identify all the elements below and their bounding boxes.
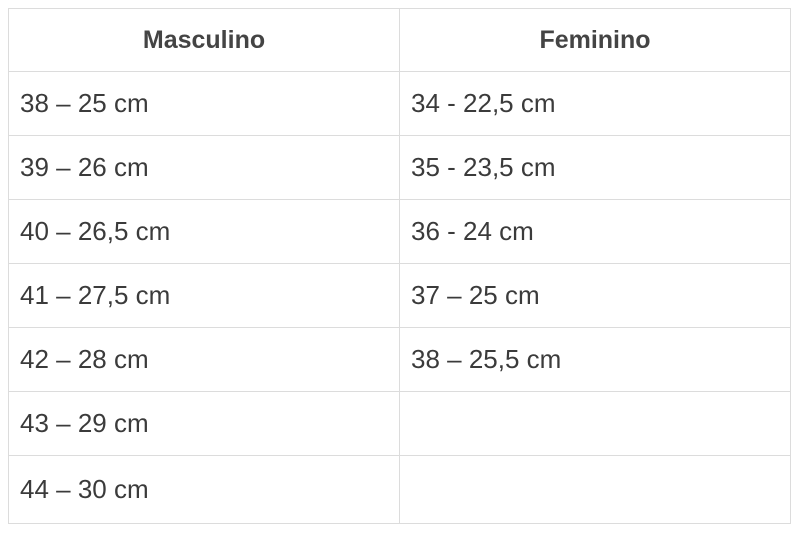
table-row: 42 – 28 cm 38 – 25,5 cm	[8, 327, 791, 392]
cell-feminino: 38 – 25,5 cm	[399, 327, 791, 392]
header-row: Masculino Feminino	[8, 8, 791, 72]
cell-feminino: 36 - 24 cm	[399, 199, 791, 264]
cell-masculino: 38 – 25 cm	[8, 71, 400, 136]
table-body: 38 – 25 cm 34 - 22,5 cm 39 – 26 cm 35 - 23,…	[8, 71, 791, 524]
cell-feminino	[399, 391, 791, 456]
cell-masculino: 39 – 26 cm	[8, 135, 400, 200]
cell-masculino: 41 – 27,5 cm	[8, 263, 400, 328]
table-row: 41 – 27,5 cm 37 – 25 cm	[8, 263, 791, 328]
table-row: 38 – 25 cm 34 - 22,5 cm	[8, 71, 791, 136]
header-feminino: Feminino	[399, 8, 791, 72]
table-row: 39 – 26 cm 35 - 23,5 cm	[8, 135, 791, 200]
header-masculino: Masculino	[8, 8, 400, 72]
cell-feminino: 37 – 25 cm	[399, 263, 791, 328]
cell-masculino: 43 – 29 cm	[8, 391, 400, 456]
cell-feminino: 35 - 23,5 cm	[399, 135, 791, 200]
cell-masculino: 44 – 30 cm	[8, 455, 400, 524]
table-row: 43 – 29 cm	[8, 391, 791, 456]
table-row: 44 – 30 cm	[8, 455, 791, 524]
cell-masculino: 40 – 26,5 cm	[8, 199, 400, 264]
cell-masculino: 42 – 28 cm	[8, 327, 400, 392]
table-row: 40 – 26,5 cm 36 - 24 cm	[8, 199, 791, 264]
size-table: Masculino Feminino 38 – 25 cm 34 - 22,5 c…	[8, 8, 791, 524]
cell-feminino: 34 - 22,5 cm	[399, 71, 791, 136]
cell-feminino	[399, 455, 791, 524]
